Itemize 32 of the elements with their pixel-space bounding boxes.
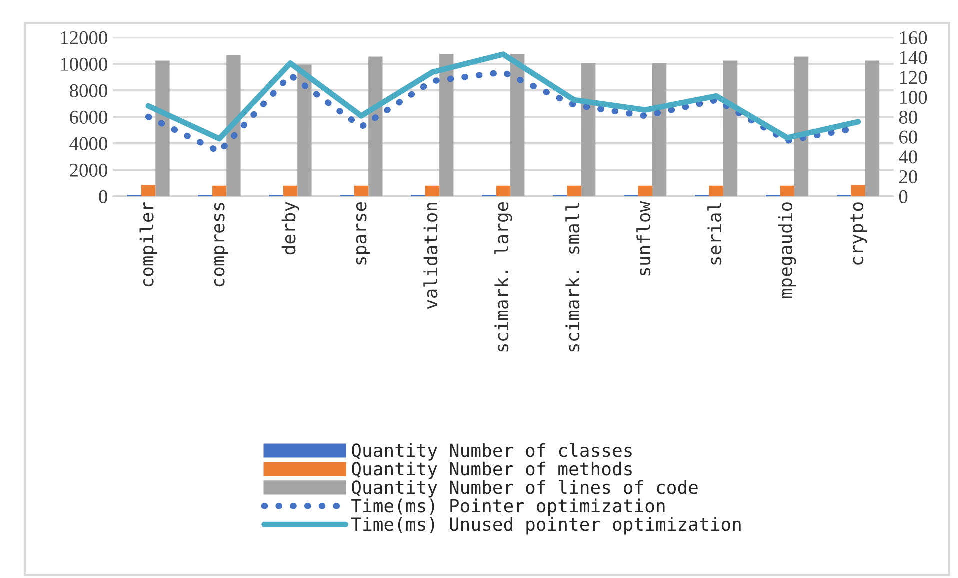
x-tick-label: validation [424,202,438,310]
y-tick-label: 10000 [61,58,108,71]
x-tick-label: mpegaudio [778,202,796,298]
x-tick-label: sunflow [636,201,651,276]
x-tick-label: derby [282,202,300,255]
y-tick-label: 6000 [70,110,108,124]
y2-tick-label: 20 [900,170,918,184]
y-tick-label: 0 [99,190,108,204]
legend-label: Time(ms) Pointer optimization [352,498,665,516]
y2-tick-label: 160 [900,31,928,45]
y2-tick-label: 0 [899,190,908,204]
x-tick-label: compress [214,203,228,287]
x-tick-label: compiler [140,202,158,287]
x-tick-label: sparse [356,202,370,265]
y2-tick-label: 40 [899,150,918,164]
y2-tick-label: 60 [900,130,918,144]
x-tick-label: scimark. large [494,202,512,352]
x-tick-label: crypto [850,202,868,265]
y-tick-label: 4000 [70,137,108,150]
legend-label: Quantity Number of classes [352,443,632,461]
x-tick-label: serial [708,203,722,265]
y-tick-label: 2000 [70,164,108,177]
y-tick-label: 8000 [70,84,108,98]
legend-label: Quantity Number of lines of code [352,480,698,498]
y2-tick-label: 120 [900,71,928,84]
y2-tick-label: 80 [899,110,918,124]
legend-label: Quantity Number of methods [352,462,632,480]
y2-tick-label: 140 [900,51,928,64]
y-tick-label: 12000 [61,31,108,45]
x-tick-label: scimark. small [566,203,580,352]
y2-tick-label: 100 [900,90,928,104]
legend-label: Time(ms) Unused pointer optimization [352,517,741,535]
